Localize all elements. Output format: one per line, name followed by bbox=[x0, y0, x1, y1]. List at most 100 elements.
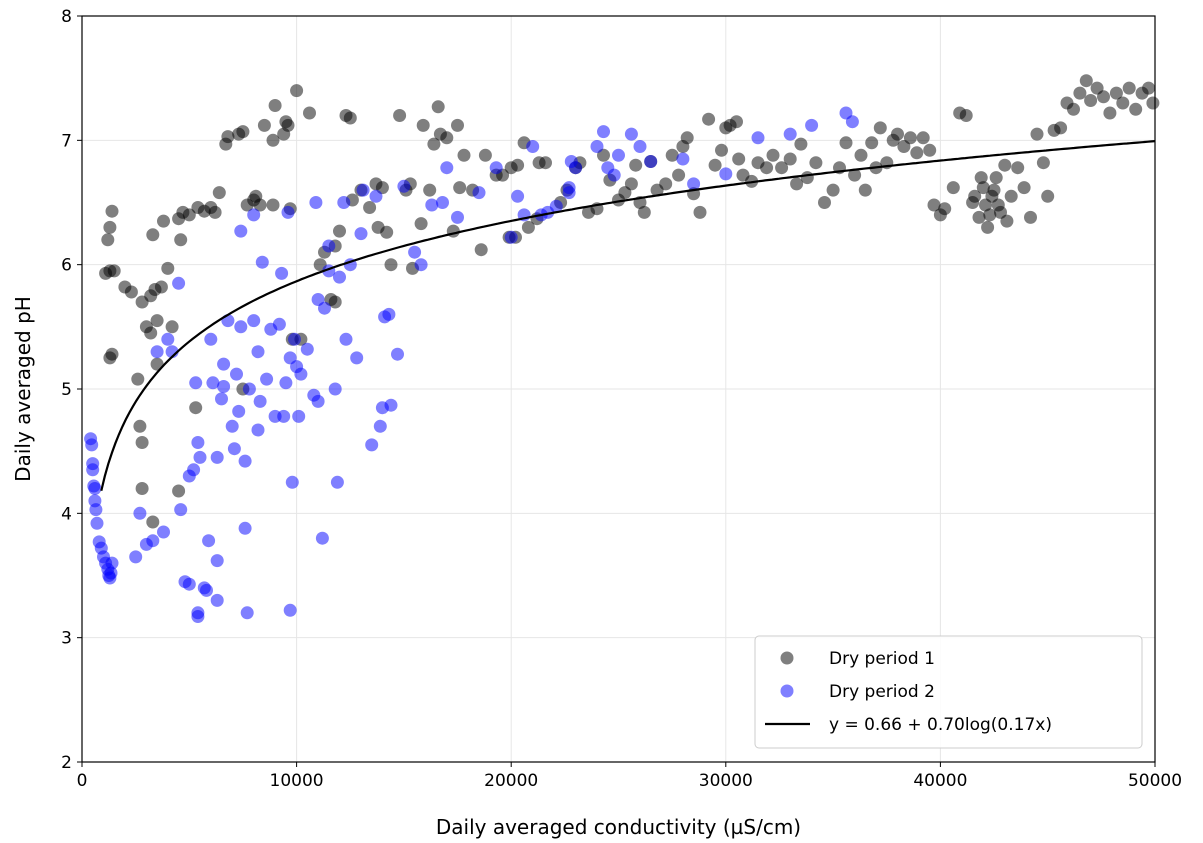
point-dry-period-1 bbox=[208, 205, 222, 219]
point-dry-period-1 bbox=[172, 484, 186, 498]
point-dry-period-1 bbox=[268, 99, 282, 112]
point-dry-period-1 bbox=[987, 183, 1001, 197]
point-dry-period-1 bbox=[979, 198, 992, 212]
point-dry-period-2 bbox=[382, 307, 396, 321]
point-dry-period-1 bbox=[1024, 210, 1037, 224]
point-dry-period-2 bbox=[719, 167, 733, 181]
point-dry-period-1 bbox=[105, 204, 119, 218]
point-dry-period-2 bbox=[845, 115, 859, 129]
point-dry-period-1 bbox=[1103, 106, 1117, 120]
point-dry-period-2 bbox=[300, 342, 314, 356]
point-dry-period-1 bbox=[1011, 161, 1025, 175]
point-dry-period-1 bbox=[343, 111, 357, 125]
point-dry-period-1 bbox=[333, 224, 346, 238]
point-dry-period-2 bbox=[292, 409, 306, 423]
point-dry-period-1 bbox=[146, 515, 160, 529]
point-dry-period-1 bbox=[1097, 90, 1110, 104]
point-dry-period-2 bbox=[182, 577, 196, 591]
point-dry-period-2 bbox=[339, 332, 353, 346]
point-dry-period-2 bbox=[85, 438, 99, 452]
point-dry-period-2 bbox=[322, 239, 336, 253]
point-dry-period-1 bbox=[1109, 86, 1123, 100]
point-dry-period-2 bbox=[217, 380, 231, 393]
point-dry-period-2 bbox=[217, 357, 231, 371]
point-dry-period-1 bbox=[478, 148, 492, 162]
point-dry-period-1 bbox=[1146, 96, 1160, 110]
point-dry-period-2 bbox=[238, 521, 252, 535]
point-dry-period-1 bbox=[858, 183, 872, 197]
legend-label-dry-period-1: Dry period 1 bbox=[829, 649, 935, 669]
point-dry-period-1 bbox=[290, 84, 304, 98]
point-dry-period-2 bbox=[172, 276, 186, 290]
point-dry-period-2 bbox=[204, 332, 218, 346]
point-dry-period-2 bbox=[318, 301, 331, 315]
point-dry-period-2 bbox=[253, 394, 267, 408]
point-dry-period-2 bbox=[356, 183, 370, 197]
point-dry-period-1 bbox=[775, 161, 789, 175]
point-dry-period-1 bbox=[103, 220, 117, 234]
point-dry-period-1 bbox=[854, 148, 868, 162]
point-dry-period-2 bbox=[283, 603, 297, 617]
point-dry-period-1 bbox=[794, 137, 808, 151]
y-tick-label: 3 bbox=[61, 629, 72, 649]
point-dry-period-1 bbox=[135, 436, 149, 449]
point-dry-period-2 bbox=[202, 534, 216, 548]
y-tick-label: 5 bbox=[61, 380, 72, 400]
point-dry-period-2 bbox=[408, 245, 422, 259]
point-dry-period-2 bbox=[511, 189, 525, 203]
point-dry-period-2 bbox=[285, 475, 299, 489]
point-dry-period-1 bbox=[624, 177, 638, 191]
point-dry-period-2 bbox=[247, 314, 261, 328]
point-dry-period-1 bbox=[730, 115, 743, 129]
x-tick-label: 0 bbox=[77, 771, 88, 791]
point-dry-period-2 bbox=[425, 198, 439, 212]
point-dry-period-1 bbox=[865, 136, 879, 150]
point-dry-period-1 bbox=[133, 419, 147, 433]
point-dry-period-1 bbox=[236, 125, 250, 139]
point-dry-period-1 bbox=[363, 201, 377, 214]
point-dry-period-1 bbox=[923, 143, 937, 157]
point-dry-period-2 bbox=[189, 376, 203, 390]
point-dry-period-1 bbox=[511, 158, 525, 172]
point-dry-period-1 bbox=[107, 264, 121, 278]
y-tick-label: 6 bbox=[61, 256, 72, 276]
point-dry-period-2 bbox=[210, 554, 224, 568]
point-dry-period-1 bbox=[800, 171, 814, 185]
data-points bbox=[84, 74, 1160, 623]
point-dry-period-2 bbox=[206, 376, 220, 390]
point-dry-period-1 bbox=[702, 112, 716, 126]
point-dry-period-1 bbox=[161, 261, 175, 275]
point-dry-period-1 bbox=[281, 118, 295, 132]
point-dry-period-2 bbox=[161, 332, 175, 346]
point-dry-period-1 bbox=[766, 148, 780, 162]
point-dry-period-1 bbox=[154, 280, 168, 294]
point-dry-period-2 bbox=[242, 382, 256, 396]
point-dry-period-2 bbox=[315, 531, 329, 545]
point-dry-period-2 bbox=[489, 161, 503, 175]
point-dry-period-1 bbox=[451, 118, 464, 132]
point-dry-period-1 bbox=[131, 372, 145, 386]
point-dry-period-1 bbox=[393, 109, 407, 122]
point-dry-period-2 bbox=[288, 332, 301, 346]
point-dry-period-2 bbox=[88, 482, 102, 495]
x-tick-label: 30000 bbox=[699, 771, 753, 791]
point-dry-period-2 bbox=[309, 196, 323, 209]
point-dry-period-2 bbox=[191, 436, 205, 449]
point-dry-period-1 bbox=[1017, 181, 1031, 195]
point-dry-period-2 bbox=[369, 189, 383, 203]
point-dry-period-1 bbox=[1084, 94, 1098, 107]
point-dry-period-2 bbox=[337, 196, 351, 209]
point-dry-period-2 bbox=[104, 566, 118, 580]
point-dry-period-2 bbox=[397, 179, 411, 193]
point-dry-period-1 bbox=[453, 181, 467, 195]
point-dry-period-2 bbox=[251, 423, 265, 437]
point-dry-period-2 bbox=[436, 196, 449, 209]
point-dry-period-2 bbox=[247, 208, 261, 222]
point-dry-period-2 bbox=[255, 255, 269, 269]
point-dry-period-1 bbox=[124, 285, 138, 299]
point-dry-period-1 bbox=[976, 181, 990, 195]
point-dry-period-2 bbox=[157, 525, 170, 539]
fit-curve-layer bbox=[100, 140, 1156, 492]
point-dry-period-2 bbox=[805, 118, 819, 132]
point-dry-period-1 bbox=[1073, 86, 1087, 100]
